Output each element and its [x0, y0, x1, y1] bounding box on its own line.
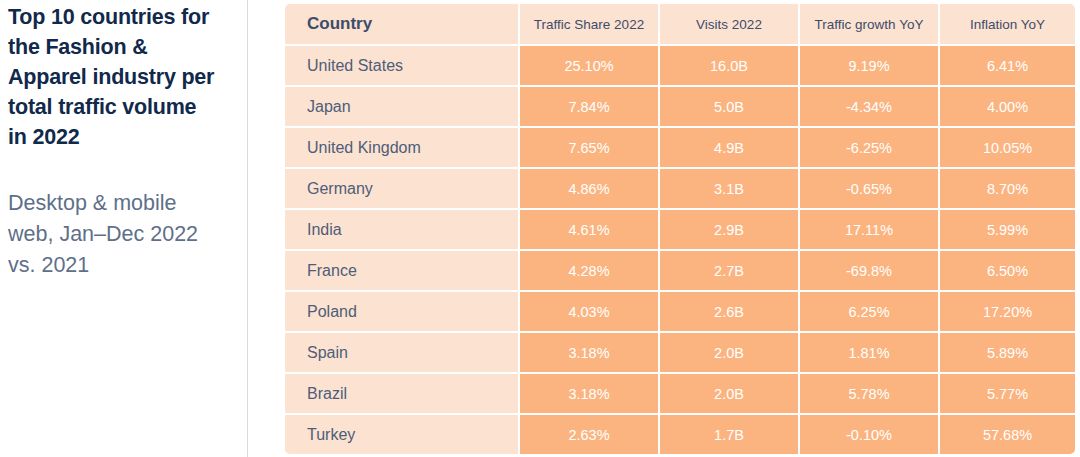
inflation-cell: 8.70% [940, 169, 1075, 208]
country-cell: Germany [285, 169, 518, 208]
visits-cell: 2.0B [660, 374, 798, 413]
left-panel: Top 10 countries for the Fashion & Appar… [8, 2, 216, 281]
visits-cell: 2.0B [660, 333, 798, 372]
visits-cell: 2.9B [660, 210, 798, 249]
traffic-growth-cell: 17.11% [800, 210, 938, 249]
inflation-cell: 6.50% [940, 251, 1075, 290]
country-cell: India [285, 210, 518, 249]
inflation-cell: 6.41% [940, 46, 1075, 85]
traffic-growth-cell: -69.8% [800, 251, 938, 290]
visits-cell: 16.0B [660, 46, 798, 85]
traffic-growth-cell: -6.25% [800, 128, 938, 167]
page-title: Top 10 countries for the Fashion & Appar… [8, 2, 216, 152]
visits-cell: 1.7B [660, 415, 798, 454]
column-header-traffic-share: Traffic Share 2022 [520, 4, 658, 44]
traffic-growth-cell: -4.34% [800, 87, 938, 126]
inflation-cell: 4.00% [940, 87, 1075, 126]
column-header-country: Country [285, 4, 518, 44]
country-cell: Poland [285, 292, 518, 331]
inflation-cell: 5.77% [940, 374, 1075, 413]
traffic-growth-cell: 5.78% [800, 374, 938, 413]
data-table: Country Traffic Share 2022 Visits 2022 T… [285, 4, 1075, 454]
traffic-growth-cell: -0.65% [800, 169, 938, 208]
traffic-share-cell: 4.86% [520, 169, 658, 208]
traffic-share-cell: 4.61% [520, 210, 658, 249]
visits-cell: 4.9B [660, 128, 798, 167]
country-cell: United Kingdom [285, 128, 518, 167]
visits-cell: 3.1B [660, 169, 798, 208]
country-cell: Japan [285, 87, 518, 126]
page-subtitle: Desktop & mobile web, Jan–Dec 2022 vs. 2… [8, 188, 216, 281]
traffic-share-cell: 7.84% [520, 87, 658, 126]
traffic-share-cell: 3.18% [520, 374, 658, 413]
traffic-growth-cell: 1.81% [800, 333, 938, 372]
country-cell: United States [285, 46, 518, 85]
inflation-cell: 5.99% [940, 210, 1075, 249]
visits-cell: 5.0B [660, 87, 798, 126]
country-cell: Brazil [285, 374, 518, 413]
country-cell: France [285, 251, 518, 290]
traffic-growth-cell: 6.25% [800, 292, 938, 331]
inflation-cell: 57.68% [940, 415, 1075, 454]
column-header-traffic-growth: Traffic growth YoY [800, 4, 938, 44]
traffic-share-cell: 25.10% [520, 46, 658, 85]
traffic-share-cell: 2.63% [520, 415, 658, 454]
inflation-cell: 10.05% [940, 128, 1075, 167]
traffic-share-cell: 7.65% [520, 128, 658, 167]
inflation-cell: 5.89% [940, 333, 1075, 372]
visits-cell: 2.6B [660, 292, 798, 331]
country-cell: Spain [285, 333, 518, 372]
traffic-share-cell: 3.18% [520, 333, 658, 372]
traffic-growth-cell: -0.10% [800, 415, 938, 454]
column-header-visits: Visits 2022 [660, 4, 798, 44]
vertical-divider [247, 0, 248, 457]
traffic-growth-cell: 9.19% [800, 46, 938, 85]
inflation-cell: 17.20% [940, 292, 1075, 331]
column-header-inflation: Inflation YoY [940, 4, 1075, 44]
visits-cell: 2.7B [660, 251, 798, 290]
country-cell: Turkey [285, 415, 518, 454]
report-slide: Top 10 countries for the Fashion & Appar… [0, 0, 1080, 457]
traffic-share-cell: 4.03% [520, 292, 658, 331]
traffic-share-cell: 4.28% [520, 251, 658, 290]
